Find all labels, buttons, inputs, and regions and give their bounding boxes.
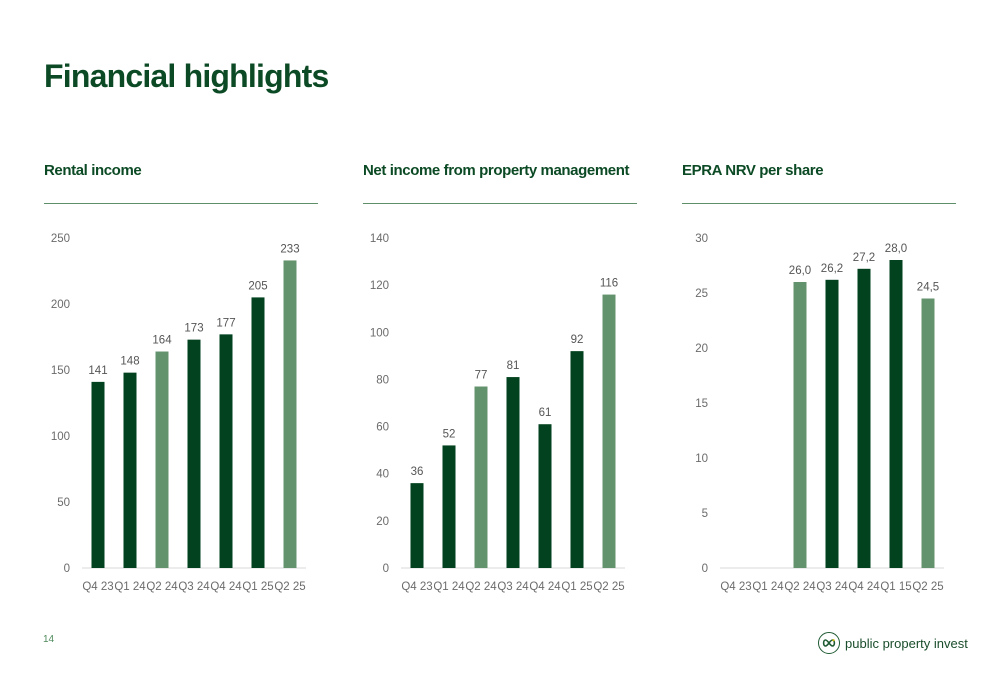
bar-data-label: 148 — [120, 356, 139, 368]
bar-data-label: 116 — [600, 278, 618, 290]
x-tick-label: Q4 24 — [529, 581, 561, 593]
x-tick-label: Q2 25 — [593, 581, 624, 593]
y-tick-label: 140 — [370, 233, 389, 245]
bar — [825, 279, 839, 568]
bar-data-label: 27,2 — [853, 252, 875, 264]
y-tick-label: 0 — [383, 563, 389, 575]
logo-text: public property invest — [845, 635, 968, 651]
bar — [889, 260, 903, 568]
x-tick-label: Q4 23 — [720, 581, 751, 593]
y-tick-label: 25 — [695, 288, 708, 300]
chart-title: Net income from property management — [363, 162, 630, 179]
y-tick-label: 60 — [376, 422, 389, 434]
x-tick-label: Q1 15 — [880, 581, 911, 593]
x-tick-label: Q2 25 — [274, 581, 305, 593]
bar — [570, 351, 584, 568]
x-tick-label: Q2 24 — [784, 581, 816, 593]
rental-income-panel: Rental income 0 50 100 150 200 250 141 Q4 23 148… — [44, 160, 318, 600]
bar-data-label: 77 — [475, 370, 488, 382]
bar — [123, 372, 137, 568]
title-divider — [363, 203, 637, 204]
bar — [921, 298, 935, 568]
bar-data-label: 81 — [507, 360, 520, 372]
net-income-chart: 0 20 40 60 80 100 120 140 36 Q4 23 52 Q1 24 77 Q2 24 8… — [370, 233, 625, 593]
bar-data-label: 92 — [571, 334, 584, 346]
bar-data-label: 28,0 — [885, 243, 907, 255]
y-tick-label: 100 — [370, 327, 389, 339]
infinity-logo-icon — [818, 632, 840, 654]
page-title: Financial highlights — [44, 58, 329, 94]
y-tick-label: 50 — [57, 497, 70, 509]
epra-nrv-panel: EPRA NRV per share 0 5 10 15 20 25 30 Q4 23 Q1 2… — [682, 160, 956, 600]
y-tick-label: 5 — [702, 508, 708, 520]
bar — [538, 424, 552, 568]
bar-data-label: 61 — [539, 407, 552, 419]
x-tick-label: Q1 24 — [433, 581, 465, 593]
bar-data-label: 205 — [248, 280, 267, 292]
y-tick-label: 20 — [695, 343, 708, 355]
x-tick-label: Q2 24 — [465, 581, 497, 593]
bar-data-label: 164 — [152, 335, 172, 347]
y-tick-label: 30 — [695, 233, 708, 245]
y-tick-label: 15 — [695, 398, 708, 410]
bar — [474, 386, 488, 568]
y-tick-label: 100 — [51, 431, 70, 443]
bar — [410, 483, 424, 568]
bar-data-label: 26,0 — [789, 265, 811, 277]
bar — [187, 339, 201, 568]
y-tick-label: 200 — [51, 299, 70, 311]
net-income-panel: Net income from property management 0 20 4… — [363, 160, 637, 600]
bar-data-label: 36 — [411, 466, 424, 478]
y-tick-label: 0 — [702, 563, 708, 575]
bar — [857, 268, 871, 568]
epra-nrv-chart: 0 5 10 15 20 25 30 Q4 23 Q1 24 26,0 Q2 24 26,2 Q3 24… — [695, 233, 944, 593]
y-tick-label: 20 — [376, 516, 389, 528]
bar — [793, 282, 807, 568]
bar-data-label: 52 — [443, 428, 456, 440]
x-tick-label: Q4 23 — [82, 581, 113, 593]
bar-data-label: 24,5 — [917, 282, 939, 294]
title-divider — [44, 203, 318, 204]
bar-data-label: 141 — [88, 365, 107, 377]
y-tick-label: 150 — [51, 365, 70, 377]
x-tick-label: Q1 25 — [561, 581, 592, 593]
bar — [506, 377, 520, 568]
bar — [219, 334, 233, 568]
bar — [155, 351, 169, 568]
y-tick-label: 250 — [51, 233, 70, 245]
x-tick-label: Q1 24 — [752, 581, 784, 593]
bar — [602, 294, 616, 568]
x-tick-label: Q4 24 — [210, 581, 242, 593]
y-tick-label: 120 — [370, 280, 389, 292]
rental-income-chart: 0 50 100 150 200 250 141 Q4 23 148 Q1 24 164 Q2 24 1… — [51, 233, 306, 593]
bar — [91, 381, 105, 568]
bar — [442, 445, 456, 568]
x-tick-label: Q2 25 — [912, 581, 943, 593]
x-tick-label: Q2 24 — [146, 581, 178, 593]
bar-data-label: 26,2 — [821, 263, 843, 275]
y-tick-label: 10 — [695, 453, 708, 465]
page-number: 14 — [43, 634, 55, 645]
company-logo: public property invest — [818, 632, 968, 654]
x-tick-label: Q3 24 — [178, 581, 210, 593]
x-tick-label: Q3 24 — [816, 581, 848, 593]
x-tick-label: Q1 25 — [242, 581, 273, 593]
y-tick-label: 80 — [376, 374, 389, 386]
bar — [251, 297, 265, 568]
chart-title: EPRA NRV per share — [682, 162, 824, 179]
x-tick-label: Q4 23 — [401, 581, 432, 593]
y-tick-label: 0 — [64, 563, 70, 575]
y-tick-label: 40 — [376, 469, 389, 481]
bar — [283, 260, 297, 568]
title-divider — [682, 203, 956, 204]
bar-data-label: 173 — [184, 323, 203, 335]
bar-data-label: 233 — [280, 243, 299, 255]
x-tick-label: Q3 24 — [497, 581, 529, 593]
chart-title: Rental income — [44, 162, 142, 179]
bar-data-label: 177 — [216, 317, 235, 329]
x-tick-label: Q4 24 — [848, 581, 880, 593]
x-tick-label: Q1 24 — [114, 581, 146, 593]
